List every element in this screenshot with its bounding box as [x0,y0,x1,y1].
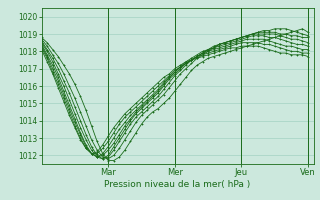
X-axis label: Pression niveau de la mer( hPa ): Pression niveau de la mer( hPa ) [104,180,251,189]
